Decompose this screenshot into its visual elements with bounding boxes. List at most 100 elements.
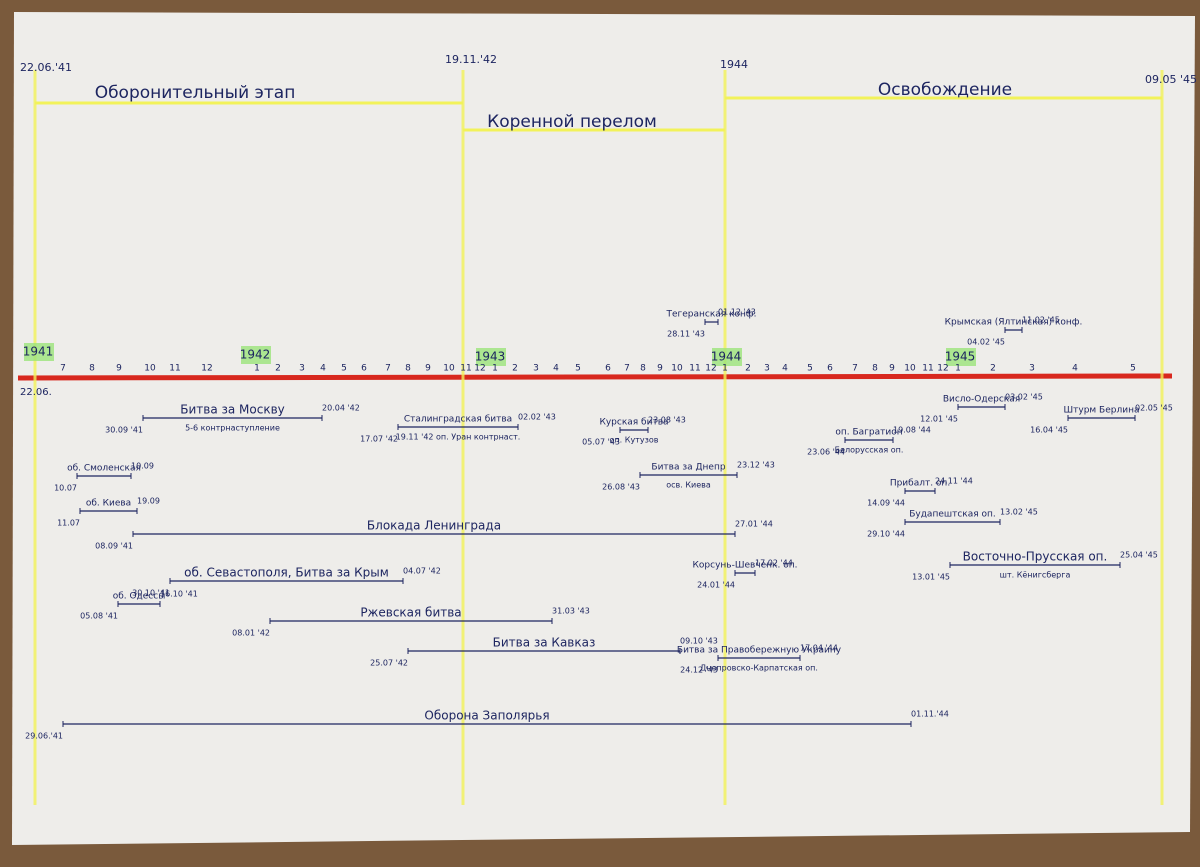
event: Битва за Кавказ 25.07 '42 09.10 '43 — [370, 636, 718, 668]
event-end: 23.08 '43 — [648, 416, 686, 425]
event-note: шт. Кёнигсберга — [1000, 571, 1071, 580]
event-end: 31.03 '43 — [552, 607, 590, 616]
phase-label: Освобождение — [878, 80, 1012, 100]
year-highlight — [476, 348, 506, 366]
event-end: 16.10 '41 — [160, 590, 198, 599]
month-tick: 5 — [807, 364, 813, 374]
event-end: 09.10 '43 — [680, 637, 718, 646]
month-tick: 1 — [955, 364, 961, 374]
year-label: 1942 — [240, 348, 271, 362]
year-label: 1941 — [23, 345, 54, 359]
month-tick: 10 — [443, 364, 455, 374]
year-highlight — [712, 348, 742, 366]
month-tick: 4 — [320, 364, 326, 374]
event-start: 14.09 '44 — [867, 499, 905, 508]
event-label: Ржевская битва — [360, 606, 461, 620]
month-tick: 7 — [385, 364, 391, 374]
event: об. Одессы 05.08 '41 16.10 '41 — [80, 590, 198, 621]
month-tick: 12 — [705, 364, 716, 374]
event-start: 08.01 '42 — [232, 629, 270, 638]
event-start: 25.07 '42 — [370, 659, 408, 668]
event-note: осв. Киева — [666, 481, 711, 490]
event-start: 05.08 '41 — [80, 612, 118, 621]
event-start: 04.02 '45 — [967, 338, 1005, 347]
event-end: 02.05 '45 — [1135, 404, 1173, 413]
event-end: 23.12 '43 — [737, 461, 775, 470]
event-start: 13.01 '45 — [912, 573, 950, 582]
event-end: 10.09 — [131, 462, 154, 471]
year-label: 1944 — [711, 350, 742, 364]
event-note: Днепровско-Карпатская оп. — [700, 664, 818, 673]
year-label: 1943 — [475, 350, 506, 364]
month-tick: 8 — [872, 364, 878, 374]
event-end: 03.02 '45 — [1005, 393, 1043, 402]
event-start: 30.09 '41 — [105, 426, 143, 435]
event: об. Севастополя, Битва за Крым 30.10 '41 0… — [132, 566, 441, 598]
event-note: 5-6 контрнаступление — [185, 424, 280, 433]
start-mark: 22.06. — [20, 387, 52, 398]
event: Корсунь-Шевченк. оп. 24.01 '44 17.02 '44 — [693, 559, 798, 590]
month-tick: 10 — [904, 364, 916, 374]
month-tick: 5 — [1130, 364, 1136, 374]
event: об. Киева 11.07 19.09 — [57, 497, 160, 528]
event-label: Битва за Москву — [180, 403, 285, 417]
event-label: Сталинградская битва — [404, 415, 512, 425]
month-tick: 9 — [116, 364, 122, 374]
event-start: 26.08 '43 — [602, 483, 640, 492]
event-note: 19.11 '42 оп. Уран контрнаст. — [396, 433, 521, 442]
event-end: 27.01 '44 — [735, 520, 773, 529]
event-start: 24.12 '43 — [680, 666, 718, 675]
event: Битва за Москву 30.09 '41 20.04 '42 5-6 кон… — [105, 403, 360, 435]
main-axis — [17, 373, 1173, 381]
event-start: 29.06.'41 — [25, 732, 63, 741]
month-tick: 4 — [1072, 364, 1078, 374]
event-end: 19.09 — [137, 497, 160, 506]
event-end: 25.04 '45 — [1120, 551, 1158, 560]
month-tick: 2 — [275, 364, 281, 374]
event-end: 20.04 '42 — [322, 404, 360, 413]
event-label: Восточно-Прусская оп. — [963, 550, 1108, 564]
year-highlight — [946, 348, 976, 366]
month-tick: 1 — [492, 364, 498, 374]
month-tick: 1 — [722, 364, 728, 374]
event-end: 17.02 '44 — [755, 559, 793, 568]
event-start: 16.04 '45 — [1030, 426, 1068, 435]
month-tick: 6 — [361, 364, 367, 374]
phase-date: 19.11.'42 — [445, 53, 497, 66]
month-tick: 12 — [937, 364, 948, 374]
month-tick: 3 — [764, 364, 770, 374]
event-label: Битва за Днепр — [651, 463, 725, 473]
event-label: Прибалт. оп. — [890, 479, 950, 489]
event: Битва за Правобережную Украину 24.12 '43 1… — [677, 644, 842, 675]
event-label: Корсунь-Шевченк. оп. — [693, 561, 798, 571]
event: об. Смоленская 10.07 10.09 — [54, 462, 154, 493]
event-label: Блокада Ленинграда — [367, 519, 501, 533]
event-start: 05.07 '43 — [582, 438, 620, 447]
month-tick: 12 — [201, 364, 212, 374]
event: Висло-Одерская 12.01 '45 03.02 '45 — [920, 393, 1043, 424]
month-tick: 5 — [575, 364, 581, 374]
month-tick: 9 — [657, 364, 663, 374]
event-end: 11.02 '45 — [1022, 316, 1060, 325]
month-tick: 11 — [460, 364, 471, 374]
event-end: 04.07 '42 — [403, 567, 441, 576]
month-tick: 1 — [254, 364, 260, 374]
month-tick: 11 — [169, 364, 180, 374]
month-tick: 8 — [405, 364, 411, 374]
event-start: 23.06 '44 — [807, 448, 845, 457]
event-start: 12.01 '45 — [920, 415, 958, 424]
year-highlight — [24, 343, 54, 361]
month-tick: 10 — [671, 364, 683, 374]
month-tick: 9 — [425, 364, 431, 374]
event-label: об. Одессы — [113, 592, 166, 602]
event-start: 11.07 — [57, 519, 80, 528]
month-tick: 2 — [745, 364, 751, 374]
month-tick: 3 — [1029, 364, 1035, 374]
event-start: 28.11 '43 — [667, 330, 705, 339]
month-tick: 3 — [299, 364, 305, 374]
month-tick: 11 — [922, 364, 933, 374]
phase-date: 1944 — [720, 58, 748, 71]
event: Блокада Ленинграда 08.09 '41 27.01 '44 — [95, 519, 773, 551]
month-tick: 7 — [852, 364, 858, 374]
event-end: 19.08 '44 — [893, 426, 931, 435]
